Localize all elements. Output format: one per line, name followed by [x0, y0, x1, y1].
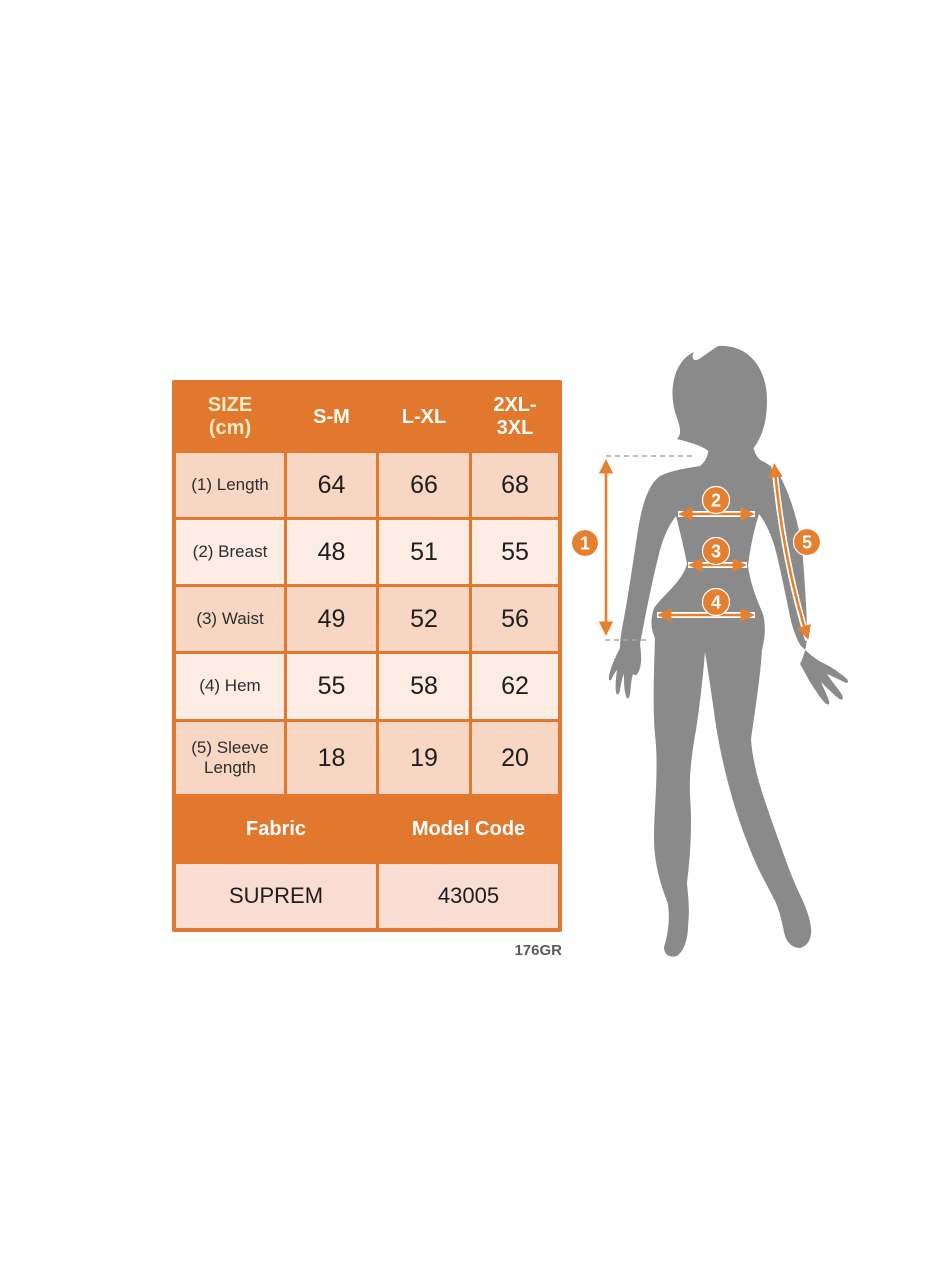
measurement-badges: 1 2 3 4 5 [570, 485, 822, 617]
row-sleeve-label: (5) Sleeve Length [176, 722, 284, 794]
size-table: SIZE (cm) S-M L-XL 2XL- 3XL (1) Length 6… [172, 380, 562, 932]
row-breast-label: (2) Breast [176, 520, 284, 584]
measurement-diagram: 1 2 3 4 5 [560, 330, 920, 970]
header-size-cm: SIZE (cm) [207, 394, 253, 439]
row-hem-sm: 55 [287, 654, 376, 719]
badge-5-circle [792, 527, 822, 557]
row-length-lxl: 66 [379, 453, 469, 517]
row-hem-lxl: 58 [379, 654, 469, 719]
row-sleeve-lxl: 19 [379, 722, 469, 794]
row-waist-sm: 49 [287, 587, 376, 651]
row-length-sm: 64 [287, 453, 376, 517]
row-waist-label: (3) Waist [176, 587, 284, 651]
badge-2-circle [701, 485, 731, 515]
badge-4-circle [701, 587, 731, 617]
header-size-lxl: L-XL [401, 405, 447, 428]
row-sleeve-sm: 18 [287, 722, 376, 794]
head-silhouette [672, 345, 767, 460]
row-breast-lxl: 51 [379, 520, 469, 584]
row-breast-sm: 48 [287, 520, 376, 584]
row-waist-lxl: 52 [379, 587, 469, 651]
row-length-2xl3xl: 68 [472, 453, 558, 517]
body-silhouette-svg: 1 2 3 4 5 [570, 345, 848, 957]
row-hem-label: (4) Hem [176, 654, 284, 719]
badge-2-number: 2 [711, 491, 721, 511]
badge-5-number: 5 [802, 533, 812, 553]
row-waist-2xl3xl: 56 [472, 587, 558, 651]
model-code-value: 43005 [379, 864, 558, 928]
badge-1-number: 1 [580, 534, 590, 554]
row-length-label: (1) Length [176, 453, 284, 517]
header-size-2xl3xl: 2XL- 3XL [493, 394, 537, 439]
badge-1-circle [570, 528, 600, 558]
badge-3-circle [701, 536, 731, 566]
weight-footnote: 176GR [514, 942, 562, 959]
row-sleeve-2xl3xl: 20 [472, 722, 558, 794]
row-hem-2xl3xl: 62 [472, 654, 558, 719]
arrow-sleeve-5 [768, 463, 811, 640]
fabric-value: SUPREM [176, 864, 376, 928]
header-size-sm: S-M [313, 405, 350, 428]
model-code-header: Model Code [411, 817, 526, 840]
row-breast-2xl3xl: 55 [472, 520, 558, 584]
badge-4-number: 4 [711, 593, 721, 613]
fabric-header: Fabric [245, 817, 307, 840]
badge-3-number: 3 [711, 542, 721, 562]
